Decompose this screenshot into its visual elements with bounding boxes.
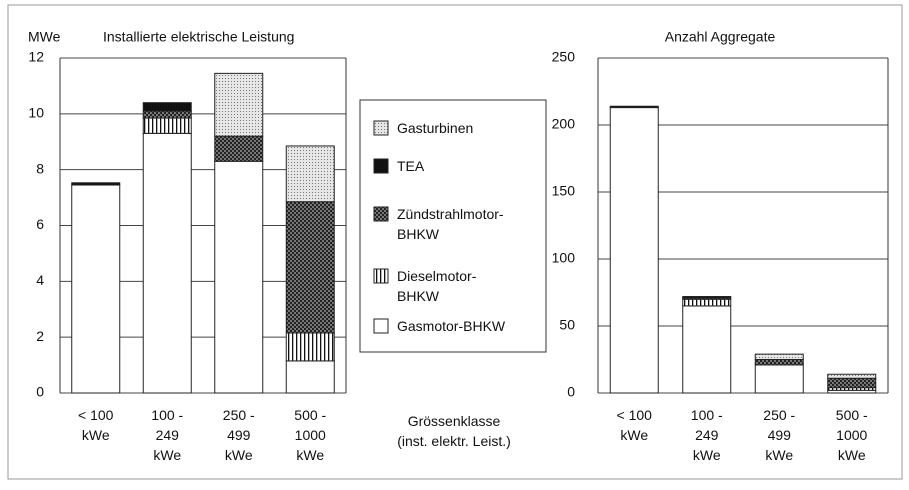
y-tick-label: 200 — [552, 116, 576, 132]
bar-segment — [142, 117, 192, 134]
legend-label: Zündstrahlmotor- BHKW — [397, 206, 504, 242]
y-tick-label: 100 — [552, 250, 576, 266]
y-tick-label: 250 — [552, 49, 576, 65]
y-tick-label: 6 — [36, 216, 44, 232]
bar-segment — [682, 296, 732, 299]
bar-segment — [214, 160, 264, 394]
bar-segment — [285, 145, 335, 203]
y-tick-label: 8 — [36, 160, 44, 176]
bar-segment — [827, 377, 877, 389]
bar-segment — [682, 305, 732, 394]
y-tick-label: 10 — [28, 105, 44, 121]
x-tick-label: 250 - 499 kWe — [763, 407, 796, 463]
bar-segment — [827, 373, 877, 379]
bar-segment — [285, 332, 335, 362]
x-tick-label: 500 - 1000 kWe — [294, 407, 327, 463]
x-tick-label: 250 - 499 kWe — [222, 407, 255, 463]
frame — [7, 4, 903, 480]
bar-segment — [682, 298, 732, 307]
bar-segment — [142, 102, 192, 112]
bar-segment — [754, 353, 804, 361]
y-unit: MWe — [28, 29, 61, 45]
legend-box — [359, 99, 547, 353]
bar-segment — [754, 359, 804, 366]
x-tick-label: 100 - 249 kWe — [151, 407, 184, 463]
bar-segment — [285, 360, 335, 394]
y-tick-label: 0 — [36, 384, 44, 400]
legend-swatch — [373, 318, 389, 334]
bar-segment — [754, 364, 804, 394]
legend-label: Gasmotor-BHKW — [397, 318, 506, 334]
bar-segment — [71, 184, 121, 394]
legend-swatch — [373, 206, 389, 222]
y-tick-label: 4 — [36, 272, 44, 288]
y-tick-label: 50 — [559, 317, 575, 333]
bar-segment — [609, 107, 659, 394]
x-tick-label: < 100 kWe — [616, 407, 652, 443]
x-tick-label: 100 - 249 kWe — [690, 407, 723, 463]
legend-swatch — [373, 268, 389, 284]
legend-swatch — [373, 158, 389, 174]
bar-segment — [214, 72, 264, 137]
bar-segment — [142, 132, 192, 394]
legend-label: Dieselmotor- BHKW — [397, 268, 477, 304]
bar-segment — [214, 135, 264, 162]
bar-segment — [142, 110, 192, 119]
x-tick-label: < 100 kWe — [78, 407, 114, 443]
y-tick-label: 12 — [28, 49, 44, 65]
chart-title: Installierte elektrische Leistung — [103, 29, 294, 45]
legend-label: Gasturbinen — [397, 120, 474, 136]
chart-title: Anzahl Aggregate — [665, 29, 776, 45]
bar-segment — [609, 105, 659, 109]
bar-segment — [71, 182, 121, 186]
y-tick-label: 150 — [552, 183, 576, 199]
y-tick-label: 0 — [567, 384, 575, 400]
bar-segment — [285, 201, 335, 334]
legend-swatch — [373, 120, 389, 136]
x-tick-label: 500 - 1000 kWe — [835, 407, 868, 463]
x-axis-label: Grössenklasse (inst. elektr. Leist.) — [397, 413, 511, 449]
legend-label: TEA — [397, 158, 425, 174]
y-tick-label: 2 — [36, 328, 44, 344]
